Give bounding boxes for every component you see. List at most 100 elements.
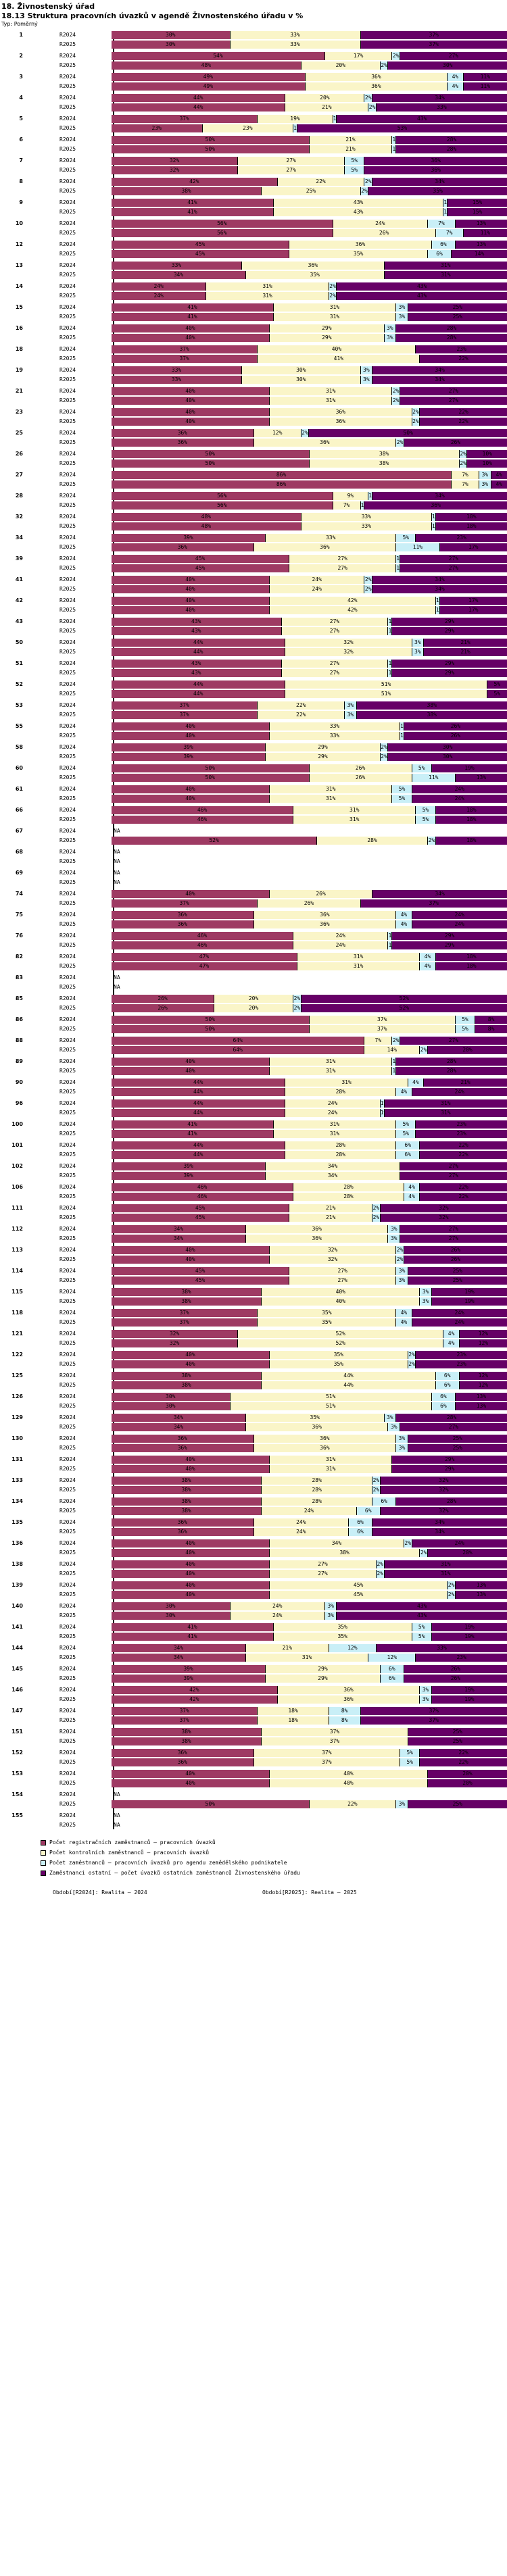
bar-segment: 27% xyxy=(400,1235,507,1243)
bar-segment: 15% xyxy=(448,199,507,207)
segment-value-label: 2% xyxy=(372,1214,380,1220)
segment-value-label: 2% xyxy=(392,397,400,403)
chart-row: R2025 49% 36% 4% 11% xyxy=(0,82,507,91)
chart-row: 140 R2024 30% 24% 3% 43% xyxy=(0,1602,507,1610)
bar-segment: 45% xyxy=(112,1204,290,1212)
segment-value-label: 27% xyxy=(448,53,459,59)
bar-segment: 43% xyxy=(337,282,507,291)
bar-segment: 40% xyxy=(112,1360,270,1368)
segment-value-label: 31% xyxy=(329,304,340,310)
chart-row: 145 R2024 39% 29% 6% 26% xyxy=(0,1665,507,1673)
row-number xyxy=(0,1779,26,1787)
segment-value-label: 33% xyxy=(437,1645,447,1651)
stacked-bar: 40% 31% 29% xyxy=(112,1456,507,1464)
row-number: 16 xyxy=(15,325,23,331)
bar-segment: 34% xyxy=(372,178,507,186)
bar-segment: 27% xyxy=(400,1162,507,1170)
segment-value-label: 38% xyxy=(181,1729,191,1735)
row-number: 122 xyxy=(11,1352,23,1358)
segment-value-label: 64% xyxy=(233,1037,243,1043)
period-label: R2024 xyxy=(59,199,76,205)
chart-group: 34 R2024 39% 33% 5% 23% R2025 36% 36% 11% 17% xyxy=(0,534,507,551)
chart-row: 82 R2024 47% 31% 4% 18% xyxy=(0,953,507,961)
chart-row: R2025 41% 31% 5% 23% xyxy=(0,1130,507,1138)
bar-segment: 52% xyxy=(112,837,318,845)
bar-segment: 40% xyxy=(112,1560,270,1568)
segment-value-label: 28% xyxy=(335,1142,346,1148)
stacked-bar: 44% 28% 4% 24% xyxy=(112,1088,507,1096)
chart-row: R2025 39% 29% 6% 26% xyxy=(0,1675,507,1683)
bar-segment: 32% xyxy=(380,1486,507,1494)
row-number: 42 xyxy=(15,597,23,603)
bar-segment: 22% xyxy=(420,1141,507,1149)
segment-value-label: 22% xyxy=(458,1750,468,1756)
bar-segment: 20% xyxy=(214,995,294,1003)
segment-value-label: 34% xyxy=(173,1424,184,1430)
segment-value-label: 40% xyxy=(185,335,195,341)
stacked-bar: 40% 31% 2% 27% xyxy=(112,387,507,395)
bar-segment: 32% xyxy=(112,1339,239,1347)
bar-segment: 39% xyxy=(112,743,266,751)
segment-value-label: 44% xyxy=(343,1382,354,1388)
bar-segment: 37% xyxy=(254,1758,401,1766)
segment-value-label: 7% xyxy=(445,230,453,236)
stacked-bar: 34% 31% 12% 23% xyxy=(112,1654,507,1662)
period-label: R2024 xyxy=(59,1079,76,1085)
segment-value-label: 5% xyxy=(493,691,501,697)
stacked-bar: 24% 31% 2% 43% xyxy=(112,292,507,300)
chart-row: 21 R2024 40% 31% 2% 27% xyxy=(0,387,507,395)
segment-value-label: 1% xyxy=(293,125,297,131)
chart-row: 141 R2024 41% 35% 5% 19% xyxy=(0,1623,507,1631)
chart-group: 82 R2024 47% 31% 4% 18% R2025 47% 31% 4% 18% xyxy=(0,953,507,970)
row-number: 1 xyxy=(19,32,23,38)
y-axis-line xyxy=(113,31,114,1829)
bar-segment: 36% xyxy=(112,439,254,447)
row-number: 21 xyxy=(15,388,23,394)
row-number xyxy=(0,1800,26,1808)
segment-value-label: 36% xyxy=(320,921,330,927)
bar-segment: 50% xyxy=(112,774,310,782)
segment-value-label: 37% xyxy=(179,116,189,122)
stacked-bar: 40%33%1%26% xyxy=(112,722,507,730)
chart-row: R2025 64% 14% 2% 20% xyxy=(0,1046,507,1054)
bar-segment: 5% xyxy=(396,1120,416,1129)
segment-value-label: 2% xyxy=(372,1477,380,1483)
bar-segment: 30% xyxy=(112,1393,231,1401)
segment-value-label: 21% xyxy=(325,1214,336,1220)
stacked-bar: 23%23%1%53% xyxy=(112,124,507,132)
segment-value-label: 24% xyxy=(454,1089,464,1095)
row-number xyxy=(0,376,26,384)
bar-segment: 64% xyxy=(112,1037,365,1045)
bar-segment: 13% xyxy=(455,1402,507,1410)
bar-segment: 40% xyxy=(270,1770,428,1778)
segment-value-label: 30% xyxy=(166,32,176,38)
row-number xyxy=(0,1151,26,1159)
row-number xyxy=(0,292,26,300)
chart-row: R2025 38% 44% 6% 12% xyxy=(0,1381,507,1389)
row-number xyxy=(0,690,26,698)
period-label: R2025 xyxy=(59,670,76,676)
bar-segment: 37% xyxy=(262,1737,408,1745)
segment-value-label: 4% xyxy=(424,963,431,969)
row-number xyxy=(0,648,26,656)
bar-segment: 31% xyxy=(285,1079,408,1087)
period-label: R2024 xyxy=(59,493,76,499)
period-label: R2024 xyxy=(59,849,76,855)
bar-segment: 29% xyxy=(266,753,381,761)
bar-segment: 25% xyxy=(262,187,361,195)
bar-segment: 5% xyxy=(345,166,365,174)
bar-segment: 41% xyxy=(112,208,274,216)
segment-value-label: 3% xyxy=(398,1445,406,1451)
row-number: 115 xyxy=(11,1289,23,1295)
bar-segment: 44% xyxy=(112,639,286,647)
bar-segment: 26% xyxy=(404,439,507,447)
row-number xyxy=(0,1004,26,1012)
bar-segment: 34% xyxy=(372,376,507,384)
row-number xyxy=(0,82,26,91)
segment-value-label: 2% xyxy=(381,62,387,68)
segment-value-label: 6% xyxy=(443,1382,451,1388)
segment-value-label: 4% xyxy=(408,1184,415,1190)
segment-value-label: 27% xyxy=(337,555,347,562)
